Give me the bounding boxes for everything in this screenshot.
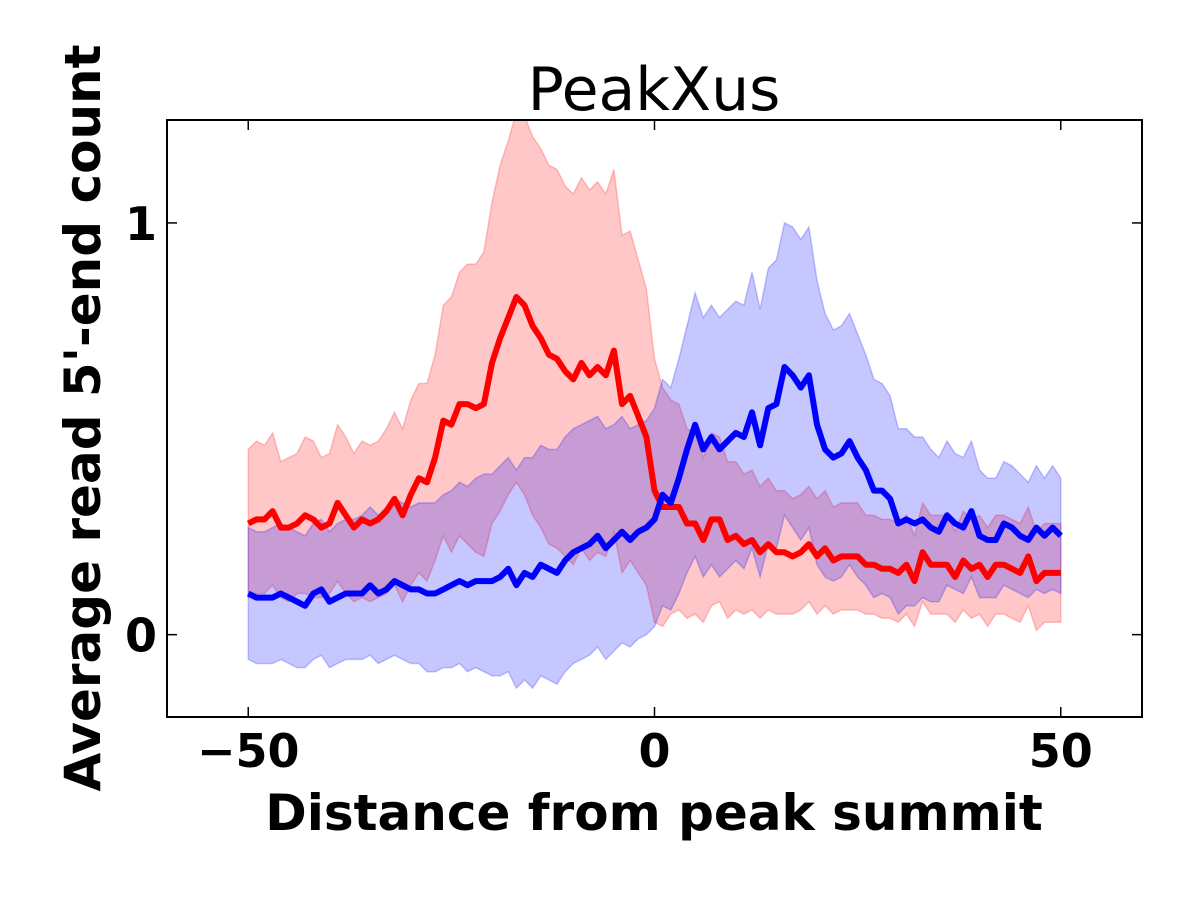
x-tick-label: −50 <box>197 724 300 778</box>
error-bands <box>247 120 1062 690</box>
x-tick-label: 50 <box>1029 724 1093 778</box>
series-line-0 <box>246 294 1061 585</box>
plot-area <box>246 120 1063 690</box>
error-band-1 <box>247 221 1062 690</box>
y-tick-label: 1 <box>125 197 157 251</box>
axis-tick-labels: −50 0 50 0 1 <box>125 197 1093 778</box>
y-axis-label: Average read 5'-end count <box>54 44 112 791</box>
x-tick-label: 0 <box>638 724 670 778</box>
error-band-0 <box>247 120 1062 632</box>
chart-title: PeakXus <box>528 55 781 125</box>
series-lines <box>246 294 1063 609</box>
y-tick-label: 0 <box>125 609 157 663</box>
axis-ticks <box>167 120 1142 717</box>
x-axis-label: Distance from peak summit <box>265 784 1043 842</box>
series-line-1 <box>246 364 1063 609</box>
